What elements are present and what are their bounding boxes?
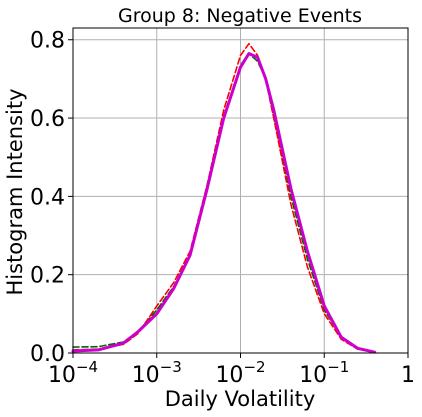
- series-line-1: [72, 42, 376, 353]
- y-tick-label-0: 0.0: [30, 342, 65, 367]
- x-axis-label: Daily Volatility: [165, 387, 316, 411]
- x-tick-label-3: 10−1: [299, 358, 349, 388]
- x-tick-label-2: 10−2: [215, 358, 265, 388]
- series-lines: [71, 42, 377, 354]
- grid: [72, 28, 409, 354]
- y-tick-labels: 0.0 0.2 0.4 0.6 0.8: [30, 29, 73, 367]
- x-tick-label-0: 10−4: [48, 358, 98, 388]
- x-tick-label-4: 1: [401, 363, 415, 388]
- series-line-2: [71, 52, 377, 354]
- x-tick-label-1: 10−3: [132, 358, 182, 388]
- x-tick-labels: 10−4 10−3 10−2 10−1 1: [48, 353, 415, 388]
- y-tick-label-4: 0.8: [30, 29, 65, 54]
- series-line-0: [72, 52, 376, 353]
- chart-title: Group 8: Negative Events: [118, 5, 362, 27]
- y-tick-label-1: 0.2: [30, 264, 65, 289]
- y-tick-label-3: 0.6: [30, 107, 65, 132]
- y-axis-label: Histogram Intensity: [3, 88, 27, 295]
- y-tick-label-2: 0.4: [30, 185, 65, 210]
